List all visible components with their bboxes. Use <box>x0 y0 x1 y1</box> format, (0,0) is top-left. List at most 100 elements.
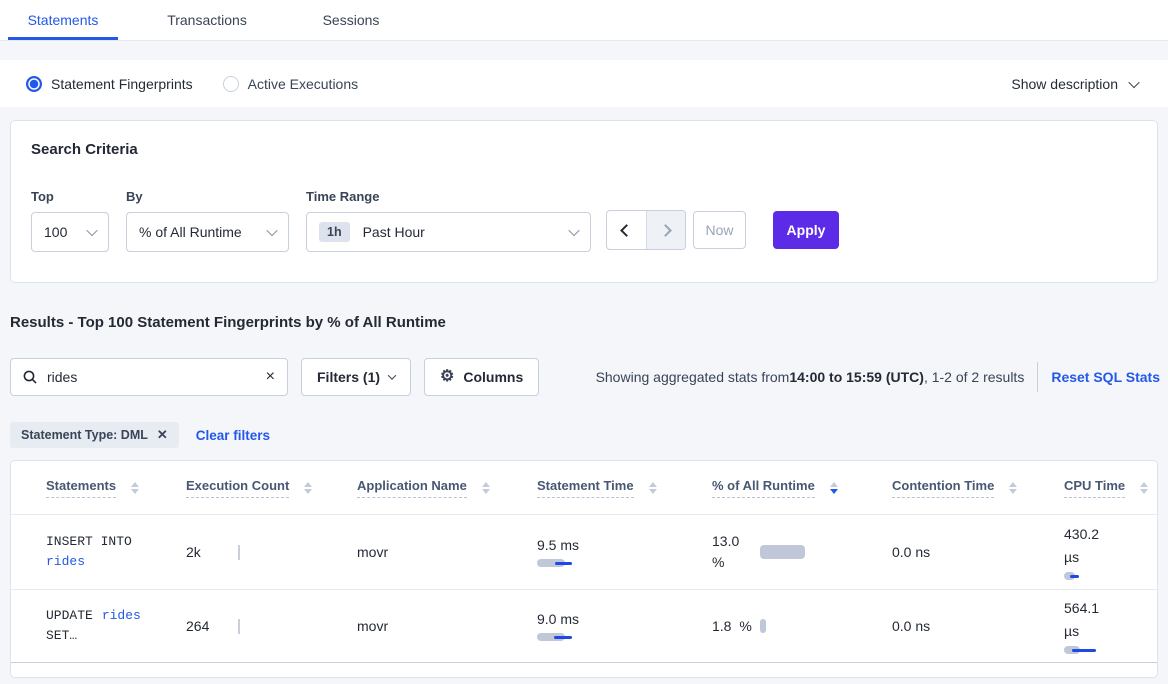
results-toolbar: × Filters (1) ⚙ Columns Showing aggregat… <box>10 358 1160 396</box>
top-select-value: 100 <box>44 224 68 240</box>
column-header-application-name[interactable]: Application Name <box>357 478 537 498</box>
cpu-time-cell: 564.1 µs <box>1064 597 1157 655</box>
view-toggle-band: Statement Fingerprints Active Executions… <box>0 60 1168 107</box>
sort-icon-active-desc <box>829 481 838 494</box>
statement-link[interactable]: rides <box>46 554 86 569</box>
search-criteria-card: Search Criteria Top 100 By % of All Runt… <box>10 120 1158 283</box>
time-range-label: Time Range <box>306 189 380 204</box>
time-range-value: Past Hour <box>362 224 425 240</box>
results-summary: Showing aggregated stats from 14:00 to 1… <box>596 369 1025 385</box>
radio-active-executions[interactable]: Active Executions <box>222 75 359 92</box>
sort-icon <box>481 481 490 494</box>
statement-search-box: × <box>10 358 288 396</box>
column-header-contention-time[interactable]: Contention Time <box>892 478 1064 498</box>
runtime-pct-cell: 13.0 % <box>712 531 892 573</box>
by-select-value: % of All Runtime <box>139 224 242 240</box>
columns-button[interactable]: ⚙ Columns <box>424 358 540 396</box>
chevron-down-icon <box>1128 76 1140 88</box>
search-criteria-title: Search Criteria <box>31 141 138 158</box>
statement-time-bar <box>537 632 587 642</box>
sort-icon <box>648 481 657 494</box>
gear-icon: ⚙ <box>440 368 455 385</box>
by-field: By % of All Runtime <box>126 189 289 252</box>
table-row: INSERT INTO rides 2k movr 9.5 ms 13.0 % … <box>11 515 1157 590</box>
chevron-left-icon <box>619 223 633 237</box>
columns-button-label: Columns <box>463 369 524 385</box>
sort-icon <box>1140 481 1149 494</box>
top-field: Top 100 <box>31 189 109 252</box>
statement-time-cell: 9.0 ms <box>537 611 712 642</box>
radio-label: Active Executions <box>247 75 359 92</box>
show-description-toggle[interactable]: Show description <box>1011 75 1140 92</box>
column-header-statements[interactable]: Statements <box>46 478 186 498</box>
reset-sql-stats-link[interactable]: Reset SQL Stats <box>1051 369 1160 385</box>
tab-bar: Statements Transactions Sessions <box>0 0 1168 41</box>
time-range-badge: 1h <box>319 222 350 242</box>
chevron-down-icon <box>568 224 580 237</box>
tab-transactions[interactable]: Transactions <box>167 12 247 28</box>
radio-selected-icon <box>26 75 42 92</box>
time-range-pager <box>606 210 686 250</box>
search-input[interactable] <box>47 369 256 385</box>
table-row: UPDATE rides SET… 264 movr 9.0 ms 1.8 % 0… <box>11 590 1157 663</box>
show-description-label: Show description <box>1011 75 1118 92</box>
summary-suffix: , 1-2 of 2 results <box>923 369 1025 385</box>
sort-icon <box>131 481 140 494</box>
chevron-down-icon <box>266 224 278 237</box>
next-time-range-button[interactable] <box>645 211 685 249</box>
statement-time-bar <box>537 558 587 568</box>
time-range-select[interactable]: 1h Past Hour <box>306 212 591 252</box>
radio-label: Statement Fingerprints <box>51 75 193 92</box>
sort-icon <box>1009 481 1018 494</box>
statement-link[interactable]: rides <box>101 608 141 623</box>
filter-chip-statement-type[interactable]: Statement Type: DML ✕ <box>10 422 179 448</box>
clear-filters-link[interactable]: Clear filters <box>195 427 271 443</box>
sql-tail: SET… <box>46 628 78 643</box>
chevron-down-icon <box>387 371 397 380</box>
cpu-time-cell: 430.2 µs <box>1064 523 1157 581</box>
statement-time-cell: 9.5 ms <box>537 537 712 568</box>
remove-filter-icon[interactable]: ✕ <box>156 427 168 442</box>
statement-cell: INSERT INTO rides <box>46 532 186 572</box>
cpu-time-bar <box>1064 571 1114 581</box>
contention-time-cell: 0.0 ns <box>892 618 931 634</box>
runtime-pct-cell: 1.8 % <box>712 618 892 634</box>
tab-sessions[interactable]: Sessions <box>322 12 380 28</box>
radio-unselected-icon <box>222 75 239 92</box>
chevron-right-icon <box>659 223 673 237</box>
top-label: Top <box>31 189 54 204</box>
filter-chip-label: Statement Type: DML <box>21 428 148 442</box>
execution-count-bar <box>238 544 240 560</box>
sort-icon <box>304 481 313 494</box>
statements-table: Statements Execution Count Application N… <box>10 460 1158 678</box>
sql-keyword: INSERT INTO <box>46 534 132 549</box>
tab-statements[interactable]: Statements <box>8 0 118 40</box>
column-header-statement-time[interactable]: Statement Time <box>537 478 712 498</box>
statement-cell: UPDATE rides SET… <box>46 606 186 646</box>
sql-keyword: UPDATE <box>46 608 93 623</box>
contention-time-cell: 0.0 ns <box>892 544 931 560</box>
summary-time-range: 14:00 to 15:59 (UTC) <box>789 369 924 385</box>
column-header-cpu-time[interactable]: CPU Time <box>1064 478 1157 498</box>
chevron-down-icon <box>86 224 98 237</box>
previous-time-range-button[interactable] <box>607 211 646 249</box>
execution-count-cell: 264 <box>186 618 357 634</box>
column-header-pct-of-all-runtime[interactable]: % of All Runtime <box>712 478 892 498</box>
results-heading: Results - Top 100 Statement Fingerprints… <box>10 314 446 331</box>
apply-button[interactable]: Apply <box>773 211 839 249</box>
application-name-cell: movr <box>357 544 389 560</box>
summary-prefix: Showing aggregated stats from <box>595 369 790 385</box>
search-icon <box>23 370 37 384</box>
clear-search-icon[interactable]: × <box>265 368 275 385</box>
runtime-pct-bar <box>760 619 766 633</box>
now-button[interactable]: Now <box>693 211 746 249</box>
by-select[interactable]: % of All Runtime <box>126 212 289 252</box>
filters-button[interactable]: Filters (1) <box>301 358 412 396</box>
radio-statement-fingerprints[interactable]: Statement Fingerprints <box>26 75 193 92</box>
execution-count-cell: 2k <box>186 544 357 560</box>
filter-chip-row: Statement Type: DML ✕ Clear filters <box>10 422 270 448</box>
top-select[interactable]: 100 <box>31 212 109 252</box>
table-header-row: Statements Execution Count Application N… <box>11 461 1157 515</box>
column-header-execution-count[interactable]: Execution Count <box>186 478 357 498</box>
